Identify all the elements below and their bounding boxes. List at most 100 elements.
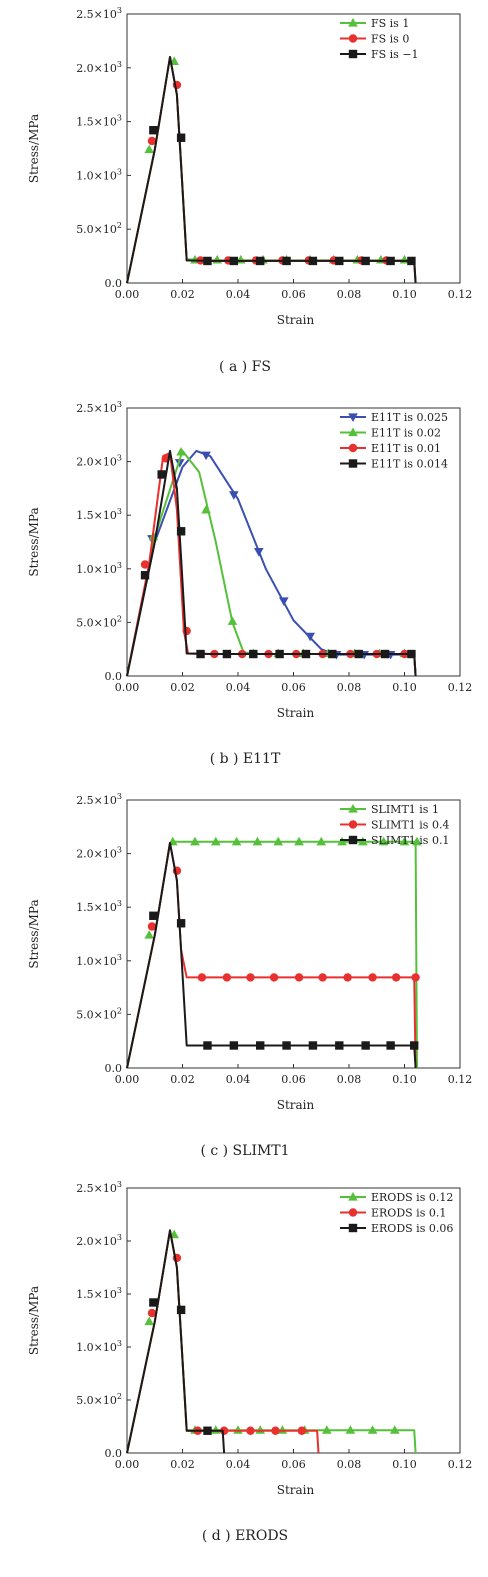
data-point-marker xyxy=(335,256,344,266)
legend-entry: SLIMT1 is 0.4 xyxy=(340,819,449,832)
y-tick-exponent: 3 xyxy=(117,1286,122,1295)
y-tick-exponent: 3 xyxy=(117,454,122,463)
x-axis-label: Strain xyxy=(277,1483,315,1497)
x-tick-label: 0.06 xyxy=(281,1458,306,1471)
data-point-marker xyxy=(147,1308,157,1318)
chart-panel-2: 0.00 0.02 0.04 0.06 0.08 0.10 0.12 0.0 5.0×102 1.… xyxy=(27,400,472,767)
data-point-marker xyxy=(407,256,416,266)
data-point-marker xyxy=(157,470,166,479)
x-tick-label: 0.12 xyxy=(448,1073,473,1086)
figure-caption: ( c ) SLIMT1 xyxy=(200,1143,289,1159)
series-line xyxy=(126,1229,417,1454)
y-tick-label: 1.0×103 xyxy=(76,953,122,968)
y-axis-label: Stress/MPa xyxy=(27,899,41,968)
data-point-marker xyxy=(144,1316,154,1326)
y-tick-exponent: 2 xyxy=(117,614,122,623)
chart-panel-4: 0.00 0.02 0.04 0.06 0.08 0.10 0.12 0.0 5.0×102 1.… xyxy=(27,1180,472,1544)
x-tick-label: 0.04 xyxy=(226,681,251,694)
legend-marker xyxy=(348,413,358,422)
data-point-marker xyxy=(229,256,239,266)
series-2 xyxy=(126,446,417,677)
data-point-marker xyxy=(368,973,377,982)
y-tick-label: 1.0×103 xyxy=(76,167,122,182)
data-point-marker xyxy=(282,256,291,266)
y-tick-base: 1.0×10 xyxy=(76,169,117,182)
y-tick-exponent: 2 xyxy=(117,1006,122,1015)
data-point-marker xyxy=(316,836,327,846)
y-tick-base: 5.0×10 xyxy=(76,1008,117,1021)
legend-marker xyxy=(348,820,358,829)
legend-entry: SLIMT1 is 1 xyxy=(340,803,439,816)
figure-caption: ( a ) FS xyxy=(219,359,271,375)
series-line xyxy=(126,840,418,1069)
y-tick-base: 5.0×10 xyxy=(76,223,117,236)
data-point-marker xyxy=(358,836,368,846)
x-axis-label: Strain xyxy=(277,313,315,327)
series-2 xyxy=(126,841,420,1069)
data-point-marker xyxy=(412,836,422,846)
y-tick-label: 1.5×103 xyxy=(76,114,122,129)
y-tick-label: 5.0×102 xyxy=(76,1006,122,1021)
chart-panel-3: 0.00 0.02 0.04 0.06 0.08 0.10 0.12 0.0 5.0×102 1.… xyxy=(27,792,472,1159)
series-2 xyxy=(126,1229,320,1454)
data-point-marker xyxy=(229,491,239,500)
data-point-marker xyxy=(335,1041,344,1050)
y-tick-label: 5.0×102 xyxy=(76,614,122,629)
data-point-marker xyxy=(140,571,150,580)
data-point-marker xyxy=(361,256,370,266)
legend-entry: E11T is 0.025 xyxy=(340,411,448,424)
data-point-marker xyxy=(212,254,222,264)
y-tick-label: 2.0×103 xyxy=(76,454,122,469)
legend-label: SLIMT1 is 1 xyxy=(371,803,439,816)
legend-marker xyxy=(348,1208,358,1217)
data-point-marker xyxy=(182,626,191,636)
y-tick-label: 0.0 xyxy=(105,277,123,290)
data-point-marker xyxy=(328,649,337,659)
legend-entry: SLIMT1 is 0.1 xyxy=(340,834,449,847)
x-tick-label: 0.02 xyxy=(170,1073,195,1086)
chart-panel-1: 0.00 0.02 0.04 0.06 0.08 0.10 0.12 0.0 5.0×102 1.… xyxy=(27,6,472,375)
legend-marker xyxy=(348,49,358,59)
data-point-marker xyxy=(144,930,154,939)
y-tick-base: 1.0×10 xyxy=(76,1341,117,1354)
data-point-marker xyxy=(282,1041,291,1050)
y-tick-exponent: 3 xyxy=(117,1233,122,1242)
y-tick-exponent: 3 xyxy=(117,1339,122,1348)
x-axis-label: Strain xyxy=(277,706,315,720)
series-2 xyxy=(126,56,417,284)
legend-marker xyxy=(348,835,358,845)
series-4 xyxy=(126,449,417,677)
series-line xyxy=(126,841,417,1069)
data-point-marker xyxy=(301,649,311,659)
data-point-marker xyxy=(354,649,363,659)
legend-label: FS is 0 xyxy=(371,33,409,46)
data-point-marker xyxy=(269,973,279,982)
y-tick-exponent: 3 xyxy=(117,953,122,962)
data-point-marker xyxy=(203,1426,212,1435)
legend-entry: E11T is 0.01 xyxy=(340,442,441,455)
y-axis-label: Stress/MPa xyxy=(27,1286,41,1355)
x-tick-label: 0.10 xyxy=(392,288,417,301)
series-line xyxy=(126,1229,226,1454)
x-tick-label: 0.08 xyxy=(337,288,362,301)
legend-entry: FS is 0 xyxy=(340,33,409,46)
legend-label: SLIMT1 is 0.4 xyxy=(371,819,449,832)
x-tick-label: 0.00 xyxy=(115,1073,140,1086)
x-tick-label: 0.10 xyxy=(392,681,417,694)
data-point-marker xyxy=(361,1041,370,1050)
x-tick-label: 0.06 xyxy=(281,288,306,301)
legend-label: E11T is 0.025 xyxy=(371,411,448,424)
data-point-marker xyxy=(273,836,284,846)
data-point-marker xyxy=(294,836,304,846)
legend-marker xyxy=(348,459,358,468)
data-point-marker xyxy=(254,548,264,557)
y-tick-exponent: 3 xyxy=(117,792,122,801)
data-point-marker xyxy=(140,560,150,569)
y-tick-label: 1.0×103 xyxy=(76,561,122,576)
legend-entry: ERODS is 0.06 xyxy=(340,1222,453,1235)
data-point-marker xyxy=(271,1426,280,1435)
data-point-marker xyxy=(380,649,390,659)
data-point-marker xyxy=(389,1425,400,1434)
data-point-marker xyxy=(407,649,416,659)
